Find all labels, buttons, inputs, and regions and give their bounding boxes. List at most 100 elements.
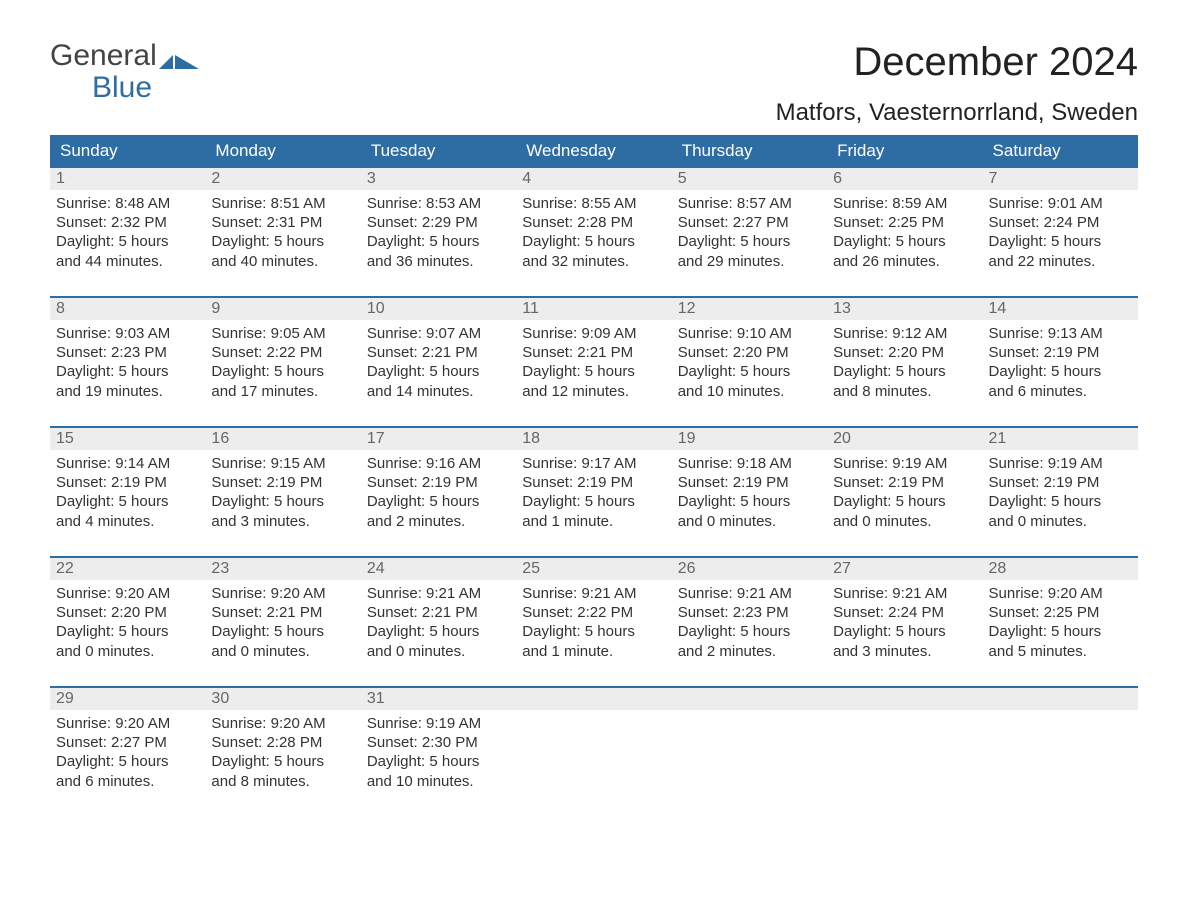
sunrise-text: Sunrise: 9:05 AM xyxy=(211,324,354,343)
calendar-week: 15Sunrise: 9:14 AMSunset: 2:19 PMDayligh… xyxy=(50,426,1138,556)
daylight-text-2: and 10 minutes. xyxy=(367,772,510,791)
calendar-day: 16Sunrise: 9:15 AMSunset: 2:19 PMDayligh… xyxy=(205,428,360,556)
sunrise-text: Sunrise: 8:51 AM xyxy=(211,194,354,213)
daylight-text-1: Daylight: 5 hours xyxy=(211,622,354,641)
calendar-day: 11Sunrise: 9:09 AMSunset: 2:21 PMDayligh… xyxy=(516,298,671,426)
sunset-text: Sunset: 2:20 PM xyxy=(678,343,821,362)
daylight-text-2: and 8 minutes. xyxy=(211,772,354,791)
sunset-text: Sunset: 2:27 PM xyxy=(678,213,821,232)
daylight-text-1: Daylight: 5 hours xyxy=(211,232,354,251)
calendar-day: 12Sunrise: 9:10 AMSunset: 2:20 PMDayligh… xyxy=(672,298,827,426)
weekday-header: Friday xyxy=(827,135,982,168)
daylight-text-1: Daylight: 5 hours xyxy=(367,752,510,771)
daylight-text-2: and 1 minute. xyxy=(522,512,665,531)
day-content: Sunrise: 9:21 AMSunset: 2:24 PMDaylight:… xyxy=(827,580,982,667)
sunrise-text: Sunrise: 8:57 AM xyxy=(678,194,821,213)
day-number: 30 xyxy=(205,688,360,710)
daylight-text-2: and 10 minutes. xyxy=(678,382,821,401)
daylight-text-1: Daylight: 5 hours xyxy=(989,362,1132,381)
calendar-day xyxy=(516,688,671,816)
day-content: Sunrise: 9:19 AMSunset: 2:19 PMDaylight:… xyxy=(983,450,1138,537)
day-content: Sunrise: 8:55 AMSunset: 2:28 PMDaylight:… xyxy=(516,190,671,277)
sunset-text: Sunset: 2:21 PM xyxy=(522,343,665,362)
daylight-text-2: and 19 minutes. xyxy=(56,382,199,401)
day-number: 13 xyxy=(827,298,982,320)
daylight-text-1: Daylight: 5 hours xyxy=(522,232,665,251)
day-number xyxy=(516,688,671,710)
calendar-day: 13Sunrise: 9:12 AMSunset: 2:20 PMDayligh… xyxy=(827,298,982,426)
calendar-day: 18Sunrise: 9:17 AMSunset: 2:19 PMDayligh… xyxy=(516,428,671,556)
daylight-text-2: and 3 minutes. xyxy=(833,642,976,661)
calendar-day: 6Sunrise: 8:59 AMSunset: 2:25 PMDaylight… xyxy=(827,168,982,296)
sunrise-text: Sunrise: 9:20 AM xyxy=(56,714,199,733)
sunrise-text: Sunrise: 9:21 AM xyxy=(522,584,665,603)
day-content: Sunrise: 8:53 AMSunset: 2:29 PMDaylight:… xyxy=(361,190,516,277)
calendar-day: 26Sunrise: 9:21 AMSunset: 2:23 PMDayligh… xyxy=(672,558,827,686)
sunset-text: Sunset: 2:28 PM xyxy=(211,733,354,752)
day-number: 26 xyxy=(672,558,827,580)
daylight-text-1: Daylight: 5 hours xyxy=(367,362,510,381)
daylight-text-2: and 1 minute. xyxy=(522,642,665,661)
calendar-day: 23Sunrise: 9:20 AMSunset: 2:21 PMDayligh… xyxy=(205,558,360,686)
day-content: Sunrise: 9:21 AMSunset: 2:22 PMDaylight:… xyxy=(516,580,671,667)
daylight-text-1: Daylight: 5 hours xyxy=(367,232,510,251)
sunrise-text: Sunrise: 9:01 AM xyxy=(989,194,1132,213)
day-content xyxy=(983,710,1138,720)
day-number: 2 xyxy=(205,168,360,190)
calendar-day xyxy=(983,688,1138,816)
sunrise-text: Sunrise: 9:12 AM xyxy=(833,324,976,343)
day-number xyxy=(672,688,827,710)
day-content: Sunrise: 9:20 AMSunset: 2:20 PMDaylight:… xyxy=(50,580,205,667)
day-number: 22 xyxy=(50,558,205,580)
location-text: Matfors, Vaesternorrland, Sweden xyxy=(776,99,1138,127)
calendar-day: 1Sunrise: 8:48 AMSunset: 2:32 PMDaylight… xyxy=(50,168,205,296)
daylight-text-2: and 0 minutes. xyxy=(833,512,976,531)
calendar: Sunday Monday Tuesday Wednesday Thursday… xyxy=(50,135,1138,816)
day-number: 25 xyxy=(516,558,671,580)
daylight-text-1: Daylight: 5 hours xyxy=(211,362,354,381)
calendar-week: 29 Sunrise: 9:20 AMSunset: 2:27 PM Dayligh… xyxy=(50,686,1138,816)
daylight-text-1: Daylight: 5 hours xyxy=(833,232,976,251)
calendar-day: 24Sunrise: 9:21 AMSunset: 2:21 PMDayligh… xyxy=(361,558,516,686)
daylight-text-2: and 17 minutes. xyxy=(211,382,354,401)
sunset-text: Sunset: 2:27 PM xyxy=(56,733,199,752)
day-number xyxy=(827,688,982,710)
sunrise-text: Sunrise: 9:19 AM xyxy=(833,454,976,473)
calendar-day: 14Sunrise: 9:13 AMSunset: 2:19 PMDayligh… xyxy=(983,298,1138,426)
sunrise-text: Sunrise: 9:09 AM xyxy=(522,324,665,343)
day-content: Sunrise: 9:20 AMSunset: 2:25 PMDaylight:… xyxy=(983,580,1138,667)
daylight-text-1: Daylight: 5 hours xyxy=(678,622,821,641)
day-content: Sunrise: 9:09 AMSunset: 2:21 PMDaylight:… xyxy=(516,320,671,407)
sunrise-text: Sunrise: 9:20 AM xyxy=(56,584,199,603)
daylight-text-2: and 6 minutes. xyxy=(56,772,199,791)
calendar-day: 2Sunrise: 8:51 AMSunset: 2:31 PMDaylight… xyxy=(205,168,360,296)
day-number: 29 xyxy=(50,688,205,710)
day-content: Sunrise: 9:10 AMSunset: 2:20 PMDaylight:… xyxy=(672,320,827,407)
day-number: 14 xyxy=(983,298,1138,320)
daylight-text-2: and 8 minutes. xyxy=(833,382,976,401)
day-content: Sunrise: 8:59 AMSunset: 2:25 PMDaylight:… xyxy=(827,190,982,277)
sunset-text: Sunset: 2:19 PM xyxy=(989,473,1132,492)
day-number: 6 xyxy=(827,168,982,190)
sunset-text: Sunset: 2:21 PM xyxy=(211,603,354,622)
daylight-text-2: and 22 minutes. xyxy=(989,252,1132,271)
day-number: 1 xyxy=(50,168,205,190)
daylight-text-1: Daylight: 5 hours xyxy=(56,492,199,511)
day-content: Sunrise: 9:05 AMSunset: 2:22 PMDaylight:… xyxy=(205,320,360,407)
daylight-text-2: and 12 minutes. xyxy=(522,382,665,401)
daylight-text-2: and 36 minutes. xyxy=(367,252,510,271)
sunrise-text: Sunrise: 8:48 AM xyxy=(56,194,199,213)
sunrise-text: Sunrise: 9:20 AM xyxy=(989,584,1132,603)
sunset-text: Sunset: 2:24 PM xyxy=(989,213,1132,232)
day-content: Sunrise: 9:18 AMSunset: 2:19 PMDaylight:… xyxy=(672,450,827,537)
daylight-text-1: Daylight: 5 hours xyxy=(211,492,354,511)
daylight-text-2: and 0 minutes. xyxy=(678,512,821,531)
day-number: 18 xyxy=(516,428,671,450)
day-content xyxy=(516,710,671,720)
weekday-header: Thursday xyxy=(672,135,827,168)
daylight-text-2: and 4 minutes. xyxy=(56,512,199,531)
sunset-text: Sunset: 2:19 PM xyxy=(833,473,976,492)
day-number: 11 xyxy=(516,298,671,320)
daylight-text-1: Daylight: 5 hours xyxy=(678,492,821,511)
daylight-text-2: and 5 minutes. xyxy=(989,642,1132,661)
